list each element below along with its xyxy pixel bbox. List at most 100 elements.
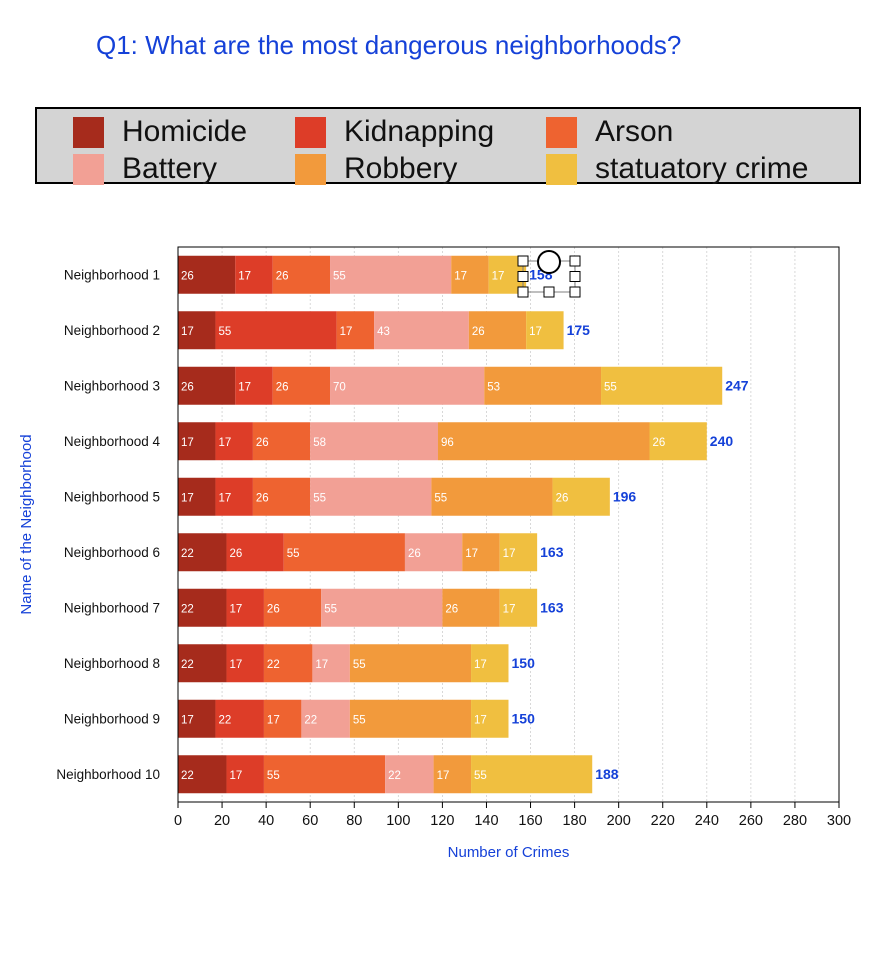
bar-value-label: 26 xyxy=(229,548,242,560)
bar-segment-robbery xyxy=(451,255,489,294)
resize-handle[interactable] xyxy=(569,255,581,267)
bar-value-label: 17 xyxy=(229,770,242,782)
bar-value-label: 26 xyxy=(181,270,194,282)
bar-segment-homicide xyxy=(178,699,216,738)
resize-handle[interactable] xyxy=(569,286,581,298)
bar-value-label: 26 xyxy=(276,381,289,393)
legend-item-battery: Battery xyxy=(73,152,217,186)
bar-value-label: 17 xyxy=(238,270,251,282)
bar-segment-homicide xyxy=(178,255,236,294)
category-label: Neighborhood 9 xyxy=(64,711,160,726)
bar-segment-robbery xyxy=(468,311,527,350)
bar-segment-kidnapping xyxy=(226,588,264,627)
bar-segment-battery xyxy=(312,644,350,683)
bar-value-label: 17 xyxy=(238,381,251,393)
x-tick-label: 240 xyxy=(695,813,719,829)
bar-total-label: 175 xyxy=(567,322,591,338)
legend-label: statuatory crime xyxy=(595,152,809,185)
legend-label: Kidnapping xyxy=(344,115,495,148)
bar-segment-arson xyxy=(252,477,311,516)
bar-segment-robbery xyxy=(349,644,472,683)
bar-value-label: 17 xyxy=(181,326,194,338)
bar-value-label: 17 xyxy=(229,659,242,671)
resize-handle[interactable] xyxy=(569,271,581,282)
category-label: Neighborhood 7 xyxy=(64,600,160,615)
x-tick-label: 220 xyxy=(651,813,675,829)
bar-total-label: 196 xyxy=(613,488,637,504)
bar-value-label: 55 xyxy=(474,770,487,782)
bar-segment-battery xyxy=(330,255,452,294)
resize-handle[interactable] xyxy=(517,255,529,267)
bar-segment-statuatory-crime xyxy=(471,644,509,683)
x-tick-label: 300 xyxy=(827,813,851,829)
bar-value-label: 17 xyxy=(503,603,516,615)
bar-value-label: 17 xyxy=(229,603,242,615)
category-label: Neighborhood 3 xyxy=(64,378,160,393)
bar-segment-robbery xyxy=(462,533,500,572)
x-tick-label: 140 xyxy=(474,813,498,829)
bar-segment-statuatory-crime xyxy=(526,311,564,350)
bar-value-label: 26 xyxy=(472,326,485,338)
bar-segment-homicide xyxy=(178,311,216,350)
bar-segment-homicide xyxy=(178,533,227,572)
bar-segment-kidnapping xyxy=(235,255,273,294)
bar-value-label: 22 xyxy=(181,603,194,615)
bar-total-label: 247 xyxy=(725,377,749,393)
bar-value-label: 17 xyxy=(503,548,516,560)
bar-value-label: 22 xyxy=(181,659,194,671)
bar-value-label: 70 xyxy=(333,381,346,393)
bar-segment-arson xyxy=(283,533,405,572)
rotate-handle[interactable] xyxy=(537,250,561,274)
category-label: Neighborhood 1 xyxy=(64,267,160,282)
bar-value-label: 55 xyxy=(353,714,366,726)
x-tick-label: 60 xyxy=(302,813,318,829)
category-label: Neighborhood 6 xyxy=(64,545,160,560)
bar-value-label: 55 xyxy=(434,492,447,504)
category-label: Neighborhood 5 xyxy=(64,489,160,504)
legend-item-statuatory-crime: statuatory crime xyxy=(546,152,808,186)
bar-value-label: 22 xyxy=(267,659,280,671)
bar-value-label: 22 xyxy=(181,770,194,782)
bar-total-label: 240 xyxy=(710,433,734,449)
bar-value-label: 26 xyxy=(256,492,269,504)
resize-handle[interactable] xyxy=(543,286,555,298)
bar-segment-battery xyxy=(310,477,432,516)
bar-segment-battery xyxy=(330,366,485,405)
legend-item-kidnapping: Kidnapping xyxy=(295,115,494,149)
bar-segment-homicide xyxy=(178,422,216,461)
bar-segment-battery xyxy=(404,533,463,572)
bar-segment-arson xyxy=(336,311,375,350)
bar-segment-arson xyxy=(263,588,322,627)
bar-value-label: 22 xyxy=(181,548,194,560)
bar-segment-statuatory-crime xyxy=(471,699,509,738)
bar-value-label: 26 xyxy=(267,603,280,615)
plot-frame xyxy=(177,246,840,803)
bar-segment-arson xyxy=(272,255,331,294)
bar-segment-homicide xyxy=(178,644,227,683)
bar-segment-homicide xyxy=(178,477,216,516)
x-axis-title: Number of Crimes xyxy=(448,844,570,861)
bar-segment-statuatory-crime xyxy=(649,422,707,461)
bar-segment-kidnapping xyxy=(215,477,253,516)
resize-handle[interactable] xyxy=(517,286,529,298)
bar-value-label: 55 xyxy=(604,381,617,393)
bar-value-label: 55 xyxy=(313,492,326,504)
bar-segment-statuatory-crime xyxy=(499,588,538,627)
bar-value-label: 26 xyxy=(181,381,194,393)
bar-value-label: 26 xyxy=(276,270,289,282)
bar-value-label: 55 xyxy=(267,770,280,782)
bar-value-label: 17 xyxy=(474,659,487,671)
x-tick-label: 40 xyxy=(258,813,274,829)
x-tick-label: 120 xyxy=(430,813,454,829)
bar-segment-statuatory-crime xyxy=(552,477,610,516)
x-tick-label: 0 xyxy=(174,813,182,829)
resize-handle[interactable] xyxy=(517,271,529,282)
bar-value-label: 17 xyxy=(181,437,194,449)
bar-total-label: 150 xyxy=(512,655,536,671)
bar-segment-arson xyxy=(263,644,313,683)
bar-segment-robbery xyxy=(484,366,602,405)
legend-swatch xyxy=(546,153,577,185)
bar-segment-battery xyxy=(301,699,350,738)
legend-swatch xyxy=(295,116,326,148)
